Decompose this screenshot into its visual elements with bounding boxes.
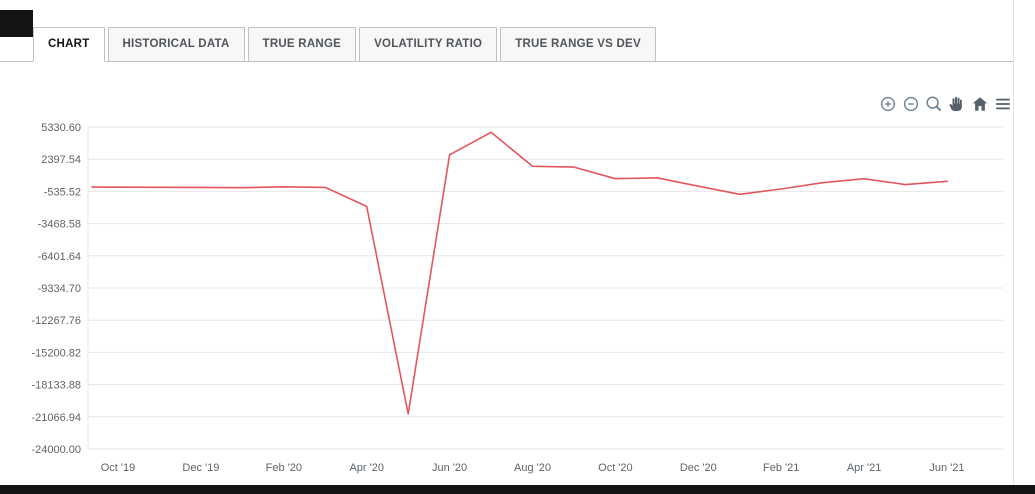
x-axis-label: Dec '19 [182,462,219,474]
x-axis-label: Apr '20 [349,462,384,474]
y-axis-label: 5330.60 [41,122,81,134]
tab-true-range[interactable]: TRUE RANGE [247,27,357,61]
selection-zoom-icon[interactable] [924,94,944,114]
x-axis-label: Oct '19 [101,462,136,474]
y-axis-label: -3468.58 [38,219,81,231]
menu-icon[interactable] [993,94,1013,114]
chart-toolbar [878,94,1013,114]
tab-chart[interactable]: CHART [33,27,105,62]
tab-true-range-vs-dev[interactable]: TRUE RANGE VS DEV [500,27,656,61]
bottom-black-bar [0,485,1035,494]
tab-bar: CHART HISTORICAL DATA TRUE RANGE VOLATIL… [0,27,1013,62]
y-axis-label: -9334.70 [38,283,81,295]
x-axis-label: Jun '20 [432,462,467,474]
x-axis-label: Oct '20 [598,462,633,474]
top-left-black-bar [0,10,33,37]
pan-icon[interactable] [947,94,967,114]
y-axis-label: -6401.64 [38,251,81,263]
x-axis-label: Feb '21 [763,462,799,474]
series-line[interactable] [91,131,948,415]
x-axis-label: Jun '21 [929,462,964,474]
tab-historical-data[interactable]: HISTORICAL DATA [107,27,245,61]
x-axis-label: Dec '20 [680,462,717,474]
page-right-divider [1013,0,1014,494]
y-axis-label: -21066.94 [31,412,81,424]
tab-volatility-ratio[interactable]: VOLATILITY RATIO [359,27,498,61]
x-axis-label: Aug '20 [514,462,551,474]
y-axis-label: -18133.88 [31,380,81,392]
x-axis-label: Apr '21 [847,462,882,474]
home-icon[interactable] [970,94,990,114]
x-axis-label: Feb '20 [266,462,302,474]
y-axis-label: 2397.54 [41,154,81,166]
line-chart[interactable]: 5330.60 2397.54 -535.52 -3468.58 -6401.64 -93… [0,85,1013,485]
y-axis-label: -535.52 [44,186,81,198]
zoom-out-icon[interactable] [901,94,921,114]
y-axis-label: -15200.82 [31,347,81,359]
y-axis-label: -24000.00 [31,444,81,456]
y-axis-label: -12267.76 [31,315,81,327]
zoom-in-icon[interactable] [878,94,898,114]
